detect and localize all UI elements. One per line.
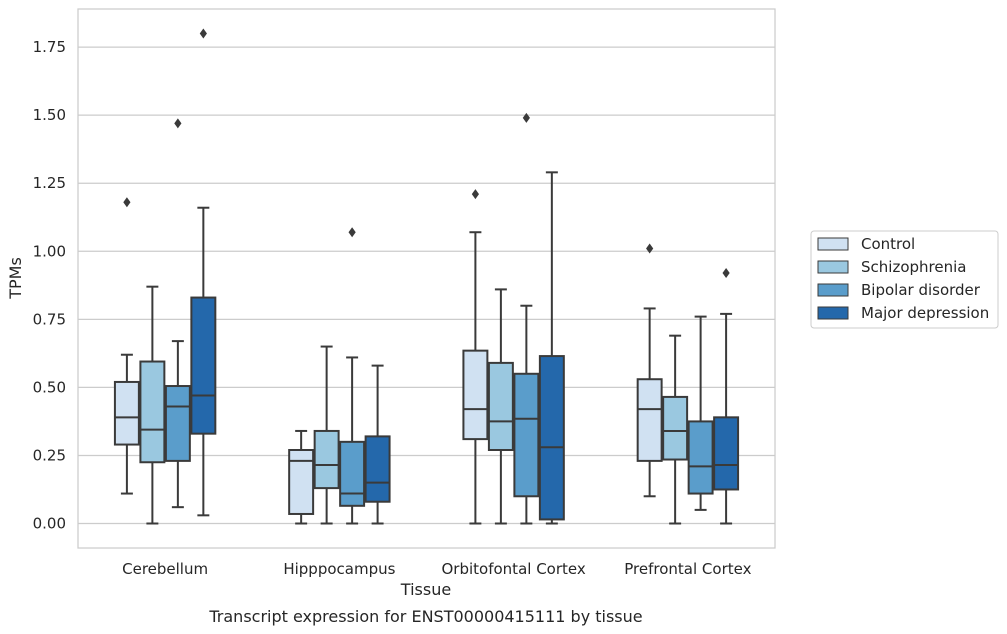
outlier-point	[522, 112, 530, 123]
box-body	[190, 296, 217, 435]
x-tick-label: Prefrontal Cortex	[624, 560, 751, 578]
box-body	[487, 361, 514, 451]
legend-label: Schizophrenia	[861, 258, 966, 276]
legend: Control Schizophrenia Bipolar disorder Majo…	[810, 230, 999, 329]
box	[662, 334, 689, 525]
y-tick-label: 1.50	[33, 106, 66, 124]
box-body	[662, 395, 689, 461]
y-axis-label: TPMs	[6, 257, 25, 300]
y-tick-label: 0.50	[33, 378, 66, 396]
box	[713, 268, 740, 525]
y-tick-label: 1.25	[33, 174, 66, 192]
outlier-point	[199, 28, 207, 39]
series-major-depression	[190, 28, 740, 525]
box	[487, 288, 514, 525]
legend-swatch	[817, 260, 849, 274]
legend-swatch	[817, 283, 849, 297]
box-body	[113, 380, 140, 446]
x-axis-ticks: Cerebellum Hipppocampus Orbitofontal Corte…	[122, 560, 751, 578]
box-body	[339, 440, 366, 507]
box	[164, 118, 191, 509]
y-tick-label: 0.25	[33, 446, 66, 464]
y-tick-label: 1.00	[33, 242, 66, 260]
box-body	[462, 349, 489, 441]
x-axis-label: Tissue	[400, 580, 451, 599]
box	[636, 243, 663, 498]
legend-label: Control	[861, 235, 915, 253]
outlier-point	[646, 243, 654, 254]
box-body	[538, 355, 565, 521]
y-tick-label: 1.75	[33, 38, 66, 56]
legend-swatch	[817, 237, 849, 251]
x-tick-label: Orbitofontal Cortex	[442, 560, 586, 578]
legend-label: Bipolar disorder	[861, 281, 981, 299]
figure-caption: Transcript expression for ENST0000041511…	[208, 607, 642, 626]
box-body	[713, 416, 740, 491]
outlier-point	[722, 268, 730, 279]
box	[113, 197, 140, 495]
box	[687, 315, 714, 511]
outlier-point	[174, 118, 182, 129]
box	[288, 429, 315, 525]
box-body	[139, 360, 166, 464]
outlier-point	[471, 189, 479, 200]
box	[190, 28, 217, 517]
box-body	[364, 435, 391, 503]
x-tick-label: Cerebellum	[122, 560, 208, 578]
box	[462, 189, 489, 525]
box-body	[288, 449, 315, 515]
plot-frame	[77, 8, 776, 549]
box-body	[513, 372, 540, 498]
box-body	[636, 378, 663, 462]
series-bipolar-disorder	[164, 112, 714, 525]
y-tick-label: 0.00	[33, 515, 66, 533]
series-schizophrenia	[139, 285, 689, 525]
legend-label: Major depression	[861, 304, 989, 322]
box-plot-series	[113, 28, 740, 525]
box	[538, 171, 565, 525]
box	[513, 112, 540, 525]
legend-frame	[810, 230, 999, 329]
box-body	[313, 429, 340, 490]
x-tick-label: Hipppocampus	[283, 560, 395, 578]
outlier-point	[348, 227, 356, 238]
box	[139, 285, 166, 525]
box-body	[164, 385, 191, 462]
y-tick-label: 0.75	[33, 310, 66, 328]
outlier-point	[123, 197, 131, 208]
series-control	[113, 189, 663, 525]
legend-swatch	[817, 306, 849, 320]
box	[339, 227, 366, 525]
y-axis-ticks: 0.00 0.25 0.50 0.75 1.00 1.25 1.50 1.75	[33, 38, 66, 532]
box	[364, 364, 391, 525]
box-body	[687, 420, 714, 495]
box	[313, 345, 340, 525]
